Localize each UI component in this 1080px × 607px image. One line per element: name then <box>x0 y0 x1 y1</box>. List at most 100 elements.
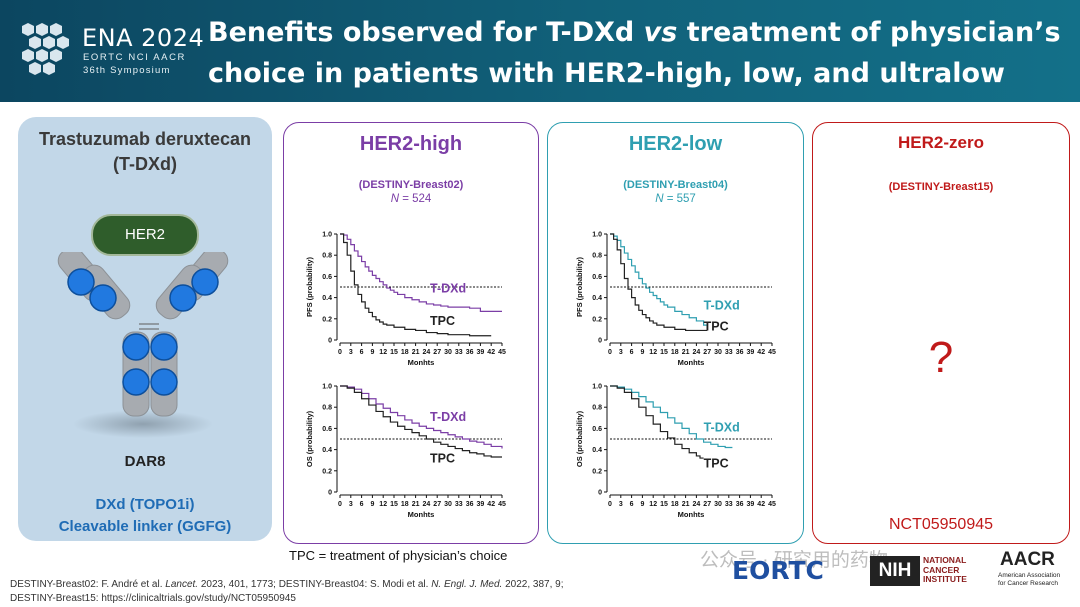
x-tick-label: 6 <box>630 349 634 356</box>
ref-journal: N. Engl. J. Med. <box>431 579 503 590</box>
x-tick-label: 33 <box>725 501 733 508</box>
y-tick-label: 0.8 <box>322 253 332 260</box>
x-tick-label: 6 <box>630 501 634 508</box>
title-part-2: treatment of physician’s choice in patie… <box>208 17 1061 130</box>
eortc-logo: EORTC <box>732 556 824 585</box>
tdxd-curve <box>340 385 503 449</box>
n-value: = 557 <box>663 193 696 205</box>
x-tick-label: 42 <box>757 501 765 508</box>
x-tick-label: 42 <box>487 501 495 508</box>
dar-label: DAR8 <box>124 453 166 470</box>
y-tick-label: 0.6 <box>592 426 602 433</box>
x-tick-label: 36 <box>736 501 744 508</box>
tdxd-curve <box>340 233 502 312</box>
tpc-series-label: TPC <box>430 451 455 465</box>
slide-title: Benefits observed for T-DXd vs treatment… <box>208 12 1078 135</box>
conference-edition: 36th Symposium <box>83 65 171 76</box>
tpc-curve <box>340 385 502 458</box>
x-tick-label: 18 <box>401 349 409 356</box>
x-tick-label: 36 <box>466 501 474 508</box>
x-tick-label: 12 <box>649 349 657 356</box>
x-tick-label: 45 <box>768 501 776 508</box>
nih-logo: NIH <box>870 556 920 586</box>
x-tick-label: 15 <box>660 501 668 508</box>
x-tick-label: 3 <box>349 501 353 508</box>
aacr-sub-line-2: for Cancer Research <box>998 579 1058 587</box>
nci-line-1: NATIONAL <box>923 555 967 565</box>
antibody-icon <box>57 252 229 438</box>
y-tick-label: 0.8 <box>322 405 332 412</box>
conference-name: ENA 2024 <box>82 24 205 52</box>
km-chart-her2-low-os: 00.20.40.60.81.00 3 6 9 12 15 18 21 24 27 30 33 36 39… <box>575 384 776 520</box>
x-tick-label: 33 <box>455 501 463 508</box>
trial-registry-id: NCT05950945 <box>888 516 994 533</box>
y-tick-label: 0.2 <box>592 316 602 323</box>
x-tick-label: 12 <box>649 501 657 508</box>
aacr-sub-line-1: American Association <box>998 572 1061 579</box>
x-tick-label: 6 <box>360 501 364 508</box>
x-tick-label: 39 <box>477 349 485 356</box>
tpc-curve <box>610 233 708 332</box>
nci-line-2: CANCER <box>923 564 960 575</box>
drug-name: Trastuzumab deruxtecan (T-DXd) <box>18 127 272 177</box>
y-tick-label: 0.8 <box>592 253 602 260</box>
x-tick-label: 39 <box>747 501 755 508</box>
x-tick-label: 15 <box>660 349 668 356</box>
drug-name-line-1: Trastuzumab deruxtecan <box>38 129 252 149</box>
x-tick-label: 24 <box>693 501 701 508</box>
x-axis-label: Monhts <box>678 358 705 367</box>
references: DESTINY-Breast02: F. André et al. Lancet… <box>10 578 564 606</box>
x-tick-label: 21 <box>412 501 420 508</box>
tdxd-curve <box>610 233 708 330</box>
x-tick-label: 18 <box>671 349 679 356</box>
x-tick-label: 36 <box>466 349 474 356</box>
reference-line-2: DESTINY-Breast15: https://clinicaltrials… <box>10 593 296 604</box>
y-tick-label: 0.4 <box>322 295 332 302</box>
title-part-1: Benefits observed for T-DXd <box>208 17 644 48</box>
x-tick-label: 24 <box>693 349 701 356</box>
km-chart-her2-high-os: 00.20.40.60.81.00 3 6 9 12 15 18 21 24 27 30 33 36 39… <box>305 384 506 520</box>
sample-size: N = 524 <box>284 193 538 205</box>
x-tick-label: 21 <box>682 501 690 508</box>
x-tick-label: 33 <box>725 349 733 356</box>
x-tick-label: 27 <box>703 349 711 356</box>
x-tick-label: 21 <box>682 349 690 356</box>
drug-name-line-2: (T-DXd) <box>113 154 177 174</box>
conference-organizers: EORTC NCI AACR <box>83 52 186 63</box>
study-name: (DESTINY-Breast04) <box>623 179 728 191</box>
tdxd-series-label: T-DXd <box>704 298 740 312</box>
y-tick-label: 0 <box>598 490 602 497</box>
tdxd-curve <box>610 385 733 449</box>
x-tick-label: 18 <box>671 501 679 508</box>
y-tick-label: 0.6 <box>592 274 602 281</box>
header-bar: ENA 2024 EORTC NCI AACR 36th Symposium B… <box>0 0 1080 130</box>
x-tick-label: 45 <box>498 501 506 508</box>
x-tick-label: 24 <box>423 501 431 508</box>
panel-her2-high: HER2-high (DESTINY-Breast02) N = 524 <box>283 122 539 544</box>
x-tick-label: 27 <box>433 349 441 356</box>
x-tick-label: 12 <box>379 349 387 356</box>
x-tick-label: 30 <box>444 349 452 356</box>
x-tick-label: 9 <box>640 349 644 356</box>
y-tick-label: 1.0 <box>592 384 602 391</box>
tpc-series-label: TPC <box>704 319 729 333</box>
x-tick-label: 27 <box>703 501 711 508</box>
payload-label: DXd (TOPO1i) <box>95 496 195 513</box>
x-tick-label: 18 <box>401 501 409 508</box>
y-tick-label: 1.0 <box>322 384 332 391</box>
x-tick-label: 21 <box>412 349 420 356</box>
x-tick-label: 30 <box>714 349 722 356</box>
tpc-series-label: TPC <box>430 314 455 328</box>
y-tick-label: 0.4 <box>592 447 602 454</box>
ref-text: 2023, 401, 1773; DESTINY-Breast04: S. Mo… <box>198 579 432 590</box>
reference-line-1: DESTINY-Breast02: F. André et al. Lancet… <box>10 578 564 592</box>
y-tick-label: 0 <box>328 338 332 345</box>
panel-title: HER2-low <box>628 133 723 155</box>
x-tick-label: 0 <box>338 501 342 508</box>
tdxd-series-label: T-DXd <box>430 281 466 295</box>
y-tick-label: 0 <box>598 338 602 345</box>
x-tick-label: 3 <box>619 349 623 356</box>
aacr-logo: AACR <box>1000 549 1055 570</box>
linker-label: Cleavable linker (GGFG) <box>58 518 232 535</box>
y-tick-label: 0.2 <box>322 316 332 323</box>
